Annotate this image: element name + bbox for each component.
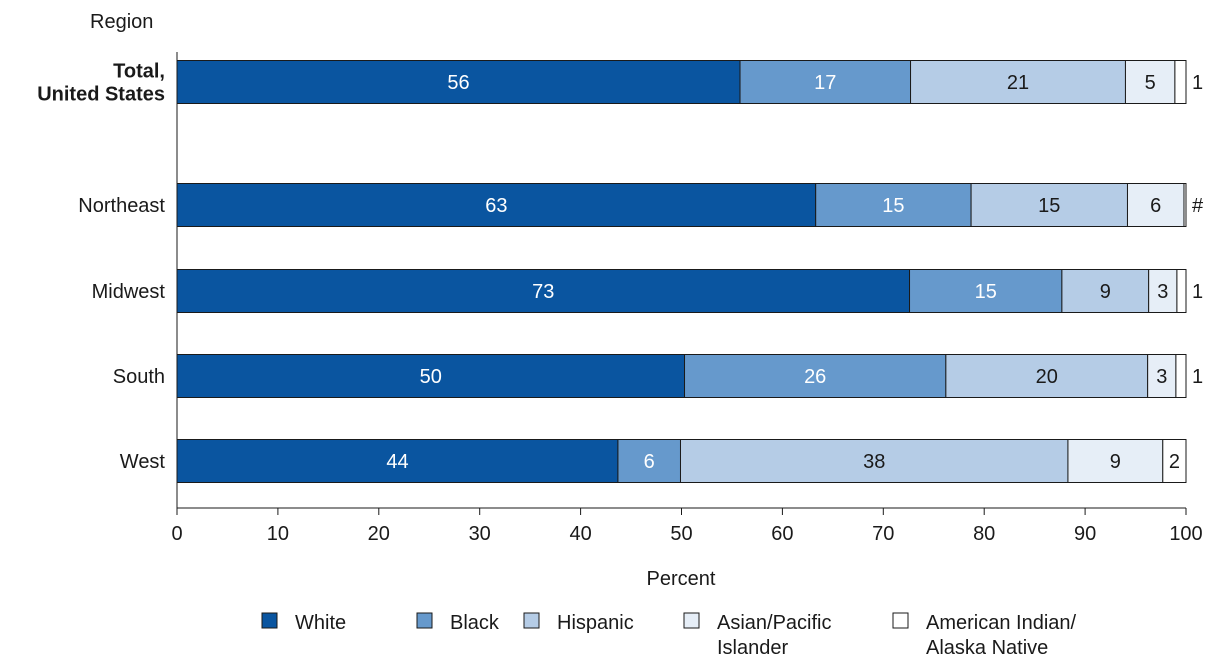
legend: White Black Hispanic Asian/Pacific Islander A…	[261, 612, 1077, 659]
category-label: Total, United States	[37, 61, 165, 106]
data-label: 17	[814, 72, 836, 94]
data-label: 2	[1169, 451, 1180, 473]
bar-segment-hispanic	[970, 183, 1128, 227]
data-label: 3	[1157, 281, 1168, 303]
bar-segment-black	[909, 269, 1063, 313]
legend-swatch	[416, 612, 433, 629]
x-tick-label: 100	[1169, 523, 1202, 545]
bar-segment-hispanic	[679, 439, 1069, 483]
x-tick-label: 90	[1074, 523, 1096, 545]
bar-segment-asian-pacific-islander	[1147, 354, 1177, 398]
data-label: 26	[804, 366, 826, 388]
data-label: 44	[386, 451, 408, 473]
category-label: Northeast	[78, 195, 165, 217]
data-label: 21	[1007, 72, 1029, 94]
bar-segment-black	[739, 60, 912, 104]
bar-segment-white	[176, 354, 686, 398]
data-label: 9	[1100, 281, 1111, 303]
bar-segment-white	[176, 183, 817, 227]
legend-label: White	[295, 612, 346, 634]
data-label: #	[1192, 195, 1204, 217]
bars-group: 56 17 21 5 1 63 15 15 6 #73 15 9 3 1 50 26 20 3 1 44 6 38 9 2	[176, 60, 1204, 483]
bar-segment-american-indian-alaska-native	[1176, 269, 1187, 313]
bar-segment-black	[815, 183, 972, 227]
x-tick-label: 50	[670, 523, 692, 545]
bar-segment-american-indian-alaska-native	[1162, 439, 1187, 483]
data-label: 56	[447, 72, 469, 94]
data-label: 38	[863, 451, 885, 473]
x-tick-label: 30	[469, 523, 491, 545]
bar-segment-asian-pacific-islander	[1067, 439, 1164, 483]
bar-segment-hispanic	[910, 60, 1126, 104]
data-label: 20	[1036, 366, 1058, 388]
legend-swatch	[523, 612, 540, 629]
legend-swatch	[261, 612, 278, 629]
bar-segment-asian-pacific-islander	[1148, 269, 1178, 313]
data-label: 9	[1110, 451, 1121, 473]
bar-segment-white	[176, 60, 741, 104]
bar-segment-black	[617, 439, 681, 483]
legend-label: American Indian/Alaska Native	[926, 612, 1077, 659]
y-axis-title: Region	[90, 11, 153, 33]
data-label: 15	[882, 195, 904, 217]
legend-swatch	[892, 612, 909, 629]
bar-segment-american-indian-alaska-native	[1183, 183, 1187, 227]
data-label: 1	[1192, 281, 1203, 303]
category-label: Midwest	[92, 281, 166, 303]
data-label: 6	[1150, 195, 1161, 217]
data-label: 15	[975, 281, 997, 303]
x-tick-label: 60	[771, 523, 793, 545]
data-label: 15	[1038, 195, 1060, 217]
x-axis: 0 10 20 30 40 50 60 70 80 90 100	[171, 52, 1203, 545]
x-tick-label: 70	[872, 523, 894, 545]
data-label: 3	[1156, 366, 1167, 388]
data-label: 73	[532, 281, 554, 303]
legend-label: Asian/Pacific Islander	[717, 612, 832, 659]
category-label: South	[113, 366, 165, 388]
data-label: 5	[1145, 72, 1156, 94]
x-tick-label: 40	[569, 523, 591, 545]
category-labels: Total, United States Northeast Midwest South…	[37, 61, 165, 474]
x-tick-label: 20	[368, 523, 390, 545]
x-tick-label: 10	[267, 523, 289, 545]
bar-segment-american-indian-alaska-native	[1175, 354, 1187, 398]
legend-swatch	[683, 612, 700, 629]
x-axis-title: Percent	[647, 568, 716, 590]
bar-segment-american-indian-alaska-native	[1174, 60, 1187, 104]
bar-segment-black	[684, 354, 947, 398]
data-label: 50	[420, 366, 442, 388]
data-label: 6	[644, 451, 655, 473]
legend-label: Hispanic	[557, 612, 634, 634]
data-label: 63	[485, 195, 507, 217]
legend-label: Black	[450, 612, 500, 634]
data-label: 1	[1192, 72, 1203, 94]
bar-segment-asian-pacific-islander	[1126, 183, 1185, 227]
category-label: West	[120, 451, 166, 473]
data-label: 1	[1192, 366, 1203, 388]
x-tick-label: 80	[973, 523, 995, 545]
x-tick-label: 0	[171, 523, 182, 545]
